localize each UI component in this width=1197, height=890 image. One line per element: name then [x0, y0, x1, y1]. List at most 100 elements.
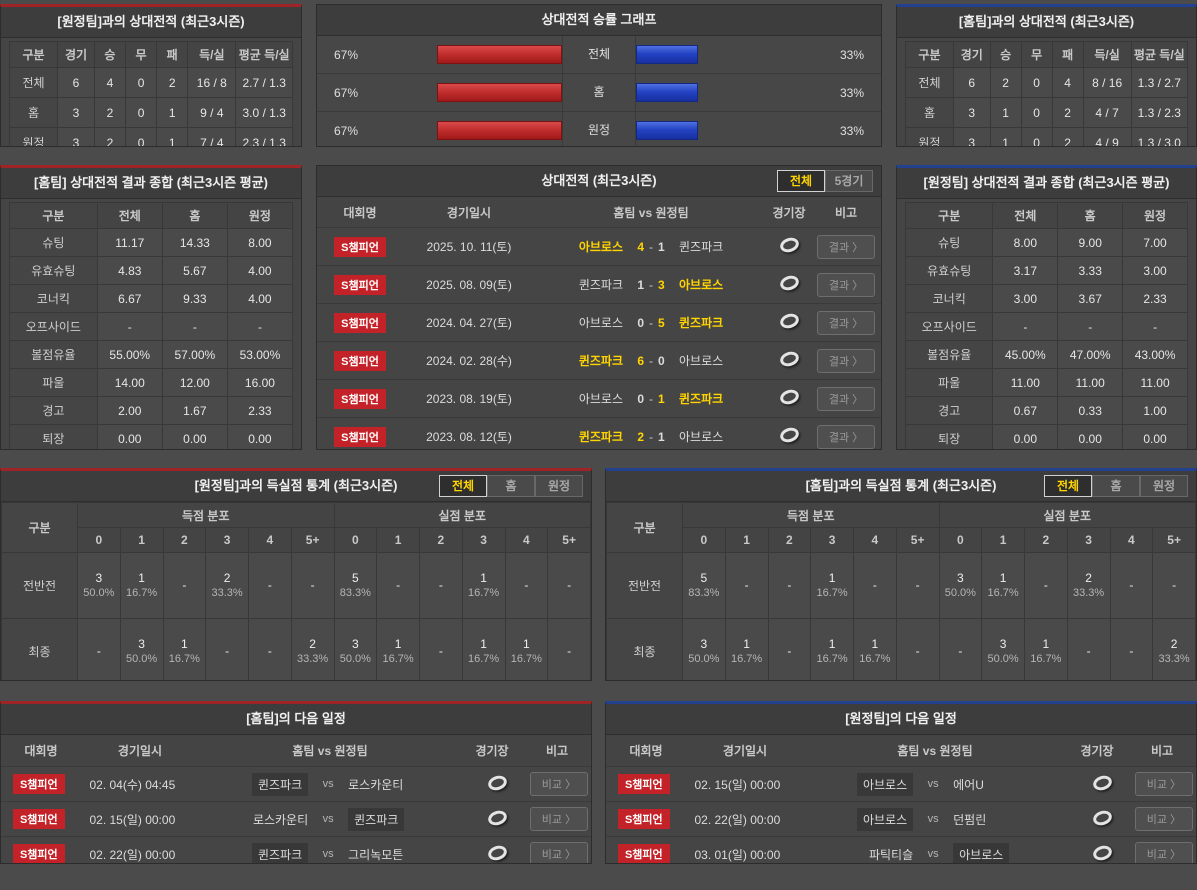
stadium-icon[interactable] — [1091, 807, 1114, 828]
col-header-stadium: 경기장 — [772, 205, 806, 220]
row-label: 오프사이드 — [9, 312, 98, 341]
stat-cell: - — [767, 552, 812, 619]
stadium-icon[interactable] — [777, 311, 801, 331]
stat-cell: - — [504, 552, 549, 619]
result-button[interactable]: 결과 〉 — [817, 348, 875, 373]
group-header-conceded: 실점 분포 — [938, 502, 1196, 528]
result-button[interactable]: 결과 〉 — [817, 272, 875, 297]
result-button[interactable]: 결과 〉 — [817, 310, 875, 335]
bin-header: 4 — [853, 527, 897, 553]
winrate-row-label: 원정 — [587, 123, 611, 137]
stat-cell: - — [1066, 618, 1111, 680]
away-winrate-bar — [636, 45, 698, 64]
col-header: 전체 — [992, 202, 1059, 229]
away-team-name: 그리녹모튼 — [348, 847, 404, 862]
stat-cell: - — [376, 552, 420, 619]
cell: 8.00 — [226, 228, 294, 257]
stadium-icon[interactable] — [777, 387, 801, 407]
filter-all-button[interactable]: 전체 — [439, 475, 487, 497]
stadium-icon[interactable] — [777, 273, 801, 293]
cell: 6.67 — [96, 284, 163, 313]
stadium-icon[interactable] — [486, 842, 509, 863]
league-cell: S챔피언 — [317, 426, 403, 447]
stadium-icon[interactable] — [1091, 842, 1114, 863]
home-team: 퀸즈파크 — [535, 276, 623, 293]
stat-cell: 1 16.7% — [853, 618, 897, 680]
bin-header: 3 — [205, 527, 249, 553]
cell: 0 — [125, 97, 158, 128]
filter-last5-button[interactable]: 5경기 — [825, 170, 873, 192]
bin-header: 5+ — [1152, 527, 1196, 553]
stadium-icon[interactable] — [486, 807, 509, 828]
away-team: 아브로스 — [679, 352, 767, 369]
filter-home-button[interactable]: 홈 — [487, 475, 535, 497]
league-badge: S챔피언 — [334, 350, 386, 371]
note-cell: 결과 〉 — [811, 348, 881, 373]
home-team: 퀸즈파크 — [535, 428, 623, 445]
stat-cell: 2 33.3% — [1066, 552, 1111, 619]
stadium-icon[interactable] — [486, 772, 509, 793]
cell: 2.7 / 1.3 — [235, 67, 293, 98]
cell: 6 — [952, 67, 991, 98]
cell: 1 — [989, 127, 1022, 146]
cell: 1 — [156, 127, 189, 146]
filter-home-button[interactable]: 홈 — [1092, 475, 1140, 497]
result-button[interactable]: 결과 〉 — [817, 424, 875, 449]
filter-all-button[interactable]: 전체 — [1044, 475, 1092, 497]
compare-button[interactable]: 비교 〉 — [1134, 772, 1193, 796]
away-team: 퀸즈파크 — [679, 314, 767, 331]
stat-cell: 5 83.3% — [682, 552, 726, 619]
col-header: 원정 — [226, 202, 294, 229]
schedule-date: 03. 01(일) 00:00 — [694, 847, 781, 862]
col-header: 전체 — [96, 202, 163, 229]
col-header-datetime: 경기일시 — [722, 744, 768, 758]
h2h-matches-title: 상대전적 (최근3시즌) 전체 5경기 — [317, 166, 881, 197]
home-team: 아브로스 — [793, 772, 914, 796]
result-button[interactable]: 결과 〉 — [817, 234, 875, 259]
cell: 0 — [125, 127, 158, 146]
cell: 3.17 — [992, 256, 1059, 285]
compare-button[interactable]: 비교 〉 — [1134, 842, 1193, 863]
col-header-note: 비고 — [1150, 744, 1174, 758]
result-button[interactable]: 결과 〉 — [817, 386, 875, 411]
cell: 2 — [156, 67, 189, 98]
bin-header: 1 — [981, 527, 1025, 553]
compare-button[interactable]: 비교 〉 — [1134, 807, 1193, 831]
goalstats-row: [원정팀]과의 득실점 통계 (최근3시즌) 전체 홈 원정 구분 득점 분포 … — [0, 468, 1197, 681]
h2h-vs-home-panel: [홈팀]과의 상대전적 (최근3시즌) 구분 경기 승 무 패 득/실 평균 득/실 전체 6… — [896, 4, 1197, 147]
away-team: 그리녹모튼 — [348, 846, 468, 863]
league-badge: S챔피언 — [334, 236, 386, 257]
filter-away-button[interactable]: 원정 — [1140, 475, 1188, 497]
bin-header: 4 — [248, 527, 292, 553]
cell: 0.00 — [96, 424, 163, 449]
stadium-icon[interactable] — [1091, 772, 1114, 793]
stadium-cell — [468, 807, 527, 828]
winrate-row: 67% 홈 33% — [317, 74, 881, 112]
league-badge: S챔피언 — [617, 809, 670, 829]
cell: 3 — [952, 127, 991, 146]
middle-row: [홈팀] 상대전적 결과 종합 (최근3시즌 평균) 구분 전체 홈 원정 슈팅 11.… — [0, 165, 1197, 450]
col-header-stadium: 경기장 — [1080, 744, 1114, 758]
stadium-cell — [1073, 842, 1132, 863]
home-team-name: 퀸즈파크 — [578, 354, 623, 368]
cell: 6 — [57, 67, 95, 98]
row-label: 슈팅 — [9, 228, 98, 257]
cell: 9.00 — [1057, 228, 1124, 257]
cell: 0.00 — [992, 424, 1059, 449]
compare-button[interactable]: 비교 〉 — [529, 772, 588, 796]
filter-away-button[interactable]: 원정 — [535, 475, 583, 497]
stadium-icon[interactable] — [777, 425, 801, 445]
bin-header: 0 — [77, 527, 121, 553]
stadium-icon[interactable] — [777, 349, 801, 369]
row-label: 오프사이드 — [904, 312, 994, 341]
schedule-row-item: S챔피언 02. 15(일) 00:00 아브로스 vs 에어U 비교 〉 — [606, 767, 1196, 802]
stadium-icon[interactable] — [777, 235, 801, 255]
note-cell: 비교 〉 — [527, 772, 591, 796]
compare-button[interactable]: 비교 〉 — [529, 842, 588, 863]
cell: 0.00 — [226, 424, 294, 449]
cell: 5.67 — [161, 256, 228, 285]
compare-button[interactable]: 비교 〉 — [529, 807, 588, 831]
stat-cell: - — [162, 552, 207, 619]
filter-all-button[interactable]: 전체 — [777, 170, 825, 192]
stat-cell: - — [547, 618, 591, 680]
